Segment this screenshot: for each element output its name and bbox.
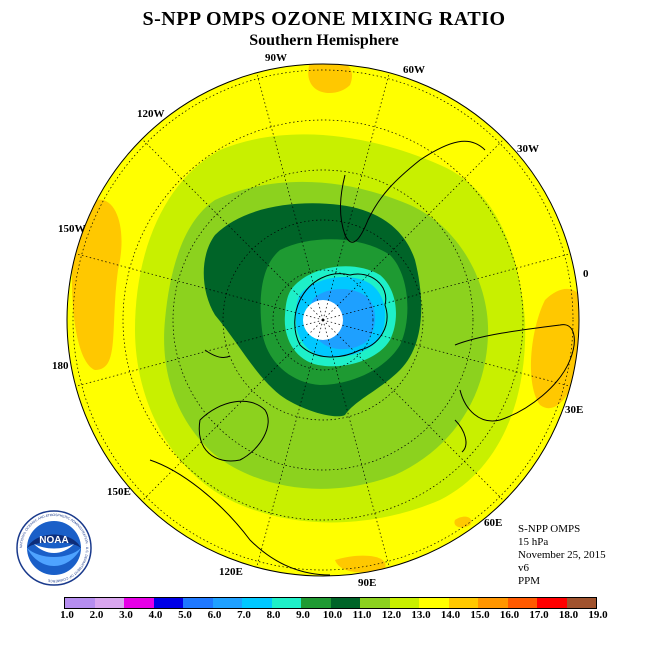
colorbar-tick-label: 5.0 [178, 609, 192, 621]
colorbar-tick-label: 9.0 [296, 609, 310, 621]
colorbar-swatch [242, 598, 272, 608]
lon-label-30w: 30W [517, 143, 539, 155]
meridian-line [256, 319, 324, 568]
colorbar-swatch [124, 598, 154, 608]
colorbar-swatch [419, 598, 449, 608]
colorbar-swatch [360, 598, 390, 608]
colorbar-tick-label: 16.0 [499, 609, 520, 621]
colorbar-tick-label: 17.0 [529, 609, 549, 621]
colorbar-swatch [94, 598, 124, 608]
colorbar-tick-label: 12.0 [381, 609, 402, 621]
lon-label-150w: 150W [58, 223, 86, 235]
lon-label-60w: 60W [403, 64, 425, 76]
colorbar-tick-label: 19.0 [588, 609, 608, 621]
map-title: S-NPP OMPS OZONE MIXING RATIO [142, 8, 506, 30]
coast-antarctica [294, 273, 388, 358]
colorbar-labels: 1.0 2.0 3.0 4.0 5.0 6.0 7.0 8.0 9.0 10.0 11.0 12.0 1… [0, 609, 648, 623]
colorbar-tick-label: 3.0 [119, 609, 133, 621]
colorbar [64, 597, 597, 609]
colorbar-tick-label: 2.0 [89, 609, 104, 621]
colorbar-tick-label: 15.0 [470, 609, 490, 621]
lon-label-60e: 60E [484, 517, 503, 529]
coast-australia [198, 400, 269, 462]
coast-south-america [340, 140, 486, 243]
lon-label-90w: 90W [265, 52, 287, 64]
map-subtitle: Southern Hemisphere [249, 32, 399, 49]
colorbar-swatch [212, 598, 242, 608]
colorbar-swatch [65, 598, 95, 608]
meridian-line [322, 138, 505, 321]
colorbar-swatch [507, 598, 537, 608]
lon-label-180: 180 [52, 360, 69, 372]
colorbar-tick-label: 8.0 [266, 609, 281, 621]
info-version: v6 [518, 562, 529, 574]
meridian-line [322, 72, 390, 321]
meridian-line [322, 253, 571, 321]
meridian-line [75, 253, 324, 321]
field-orange-top [308, 64, 352, 93]
colorbar-tick-label: 4.0 [148, 609, 163, 621]
meridian-line [141, 138, 324, 321]
coast-madagascar [454, 419, 467, 453]
meridian-line [322, 319, 390, 568]
info-units: PPM [518, 575, 541, 587]
info-block: S-NPP OMPS 15 hPa November 25, 2015 v6 P… [518, 523, 606, 588]
lon-label-150e: 150E [107, 486, 131, 498]
lon-label-0: 0 [583, 268, 589, 280]
field-orange-small [454, 516, 472, 528]
meridian-line [75, 319, 324, 387]
colorbar-swatch [566, 598, 596, 608]
colorbar-tick-label: 11.0 [352, 609, 372, 621]
field-orange-bottom [335, 555, 386, 573]
noaa-logo: NOAA NATIONAL OCEANIC AND ATMOSPHERIC AD… [16, 510, 92, 586]
lon-label-120w: 120W [137, 108, 165, 120]
colorbar-swatch [389, 598, 419, 608]
colorbar-swatch [478, 598, 508, 608]
colorbar-tick-label: 18.0 [558, 609, 579, 621]
colorbar-swatch [301, 598, 331, 608]
meridian-line [322, 319, 571, 387]
colorbar-swatch [271, 598, 301, 608]
colorbar-swatch [537, 598, 567, 608]
noaa-logo-text: NOAA [39, 535, 68, 546]
meridian-line [256, 72, 324, 321]
info-instrument: S-NPP OMPS [518, 523, 581, 535]
colorbar-swatch [330, 598, 360, 608]
field-orange-west [72, 199, 122, 370]
lon-label-90e: 90E [358, 577, 377, 589]
info-date: November 25, 2015 [518, 549, 606, 561]
colorbar-tick-label: 13.0 [411, 609, 431, 621]
coast-asia [149, 459, 331, 576]
colorbar-swatch [183, 598, 213, 608]
colorbar-tick-label: 14.0 [440, 609, 461, 621]
colorbar-tick-label: 10.0 [322, 609, 343, 621]
colorbar-swatch [448, 598, 478, 608]
colorbar-tick-label: 7.0 [237, 609, 251, 621]
colorbar-tick-label: 1.0 [60, 609, 74, 621]
lon-label-30e: 30E [565, 404, 584, 416]
colorbar-tick-label: 6.0 [207, 609, 222, 621]
colorbar-swatch [153, 598, 183, 608]
meridian-line [322, 319, 505, 502]
info-level: 15 hPa [518, 536, 549, 548]
map-boundary [66, 63, 580, 577]
meridian-line [141, 319, 324, 502]
lon-label-120e: 120E [219, 566, 243, 578]
